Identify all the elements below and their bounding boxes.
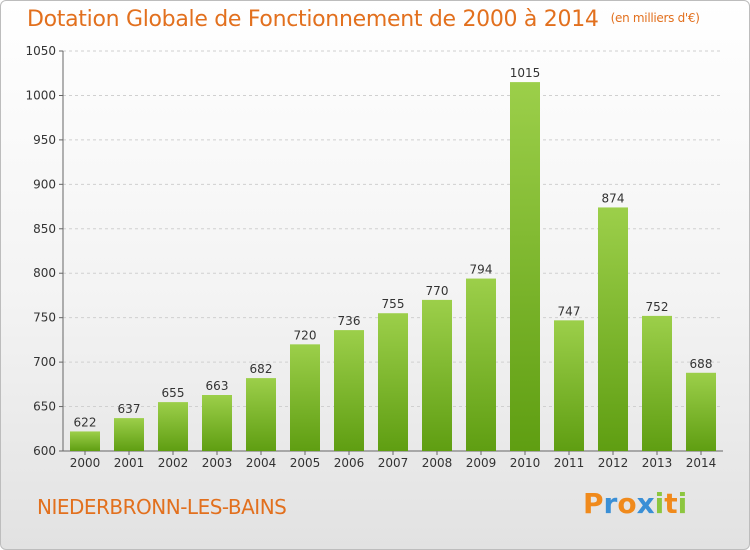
chart-title: Dotation Globale de Fonctionnement de 20… (27, 7, 700, 32)
axes: 600 650 700 750 800 850 900 950 1000 1050 2000 2001… (25, 44, 723, 470)
logo-letter: o (617, 487, 637, 520)
data-label: 682 (250, 362, 273, 376)
chart-title-text: Dotation Globale de Fonctionnement de 20… (27, 7, 599, 32)
data-label: 637 (118, 402, 141, 416)
data-label: 688 (690, 357, 713, 371)
bar-2000 (70, 431, 100, 451)
x-tick-label: 2002 (158, 456, 189, 470)
bar-2010 (510, 82, 540, 451)
data-label: 874 (602, 191, 625, 205)
x-tick-label: 2014 (686, 456, 717, 470)
bar-2005 (290, 344, 320, 451)
y-tick-label: 700 (33, 355, 56, 369)
y-tick-label: 800 (33, 266, 56, 280)
data-labels: 622 637 655 663 682 720 736 755 770 794 1015 747 874… (74, 66, 713, 429)
y-tick-label: 950 (33, 133, 56, 147)
y-tick-label: 600 (33, 444, 56, 458)
unit-label: (en milliers d'€) (610, 11, 700, 25)
bar-2002 (158, 402, 188, 451)
x-tick-label: 2010 (510, 456, 541, 470)
bar-2014 (686, 372, 716, 451)
logo-letter: P (583, 487, 604, 520)
x-tick-label: 2013 (642, 456, 673, 470)
bar-2007 (378, 313, 408, 451)
bar-2008 (422, 299, 452, 451)
data-label: 622 (74, 415, 97, 429)
bar-2004 (246, 378, 276, 451)
data-label: 663 (206, 379, 229, 393)
logo-letter: i (677, 487, 688, 520)
logo-letter: r (603, 487, 618, 520)
y-tick-label: 850 (33, 222, 56, 236)
data-label: 655 (162, 386, 185, 400)
bars (70, 82, 716, 451)
bar-2003 (202, 395, 232, 451)
x-tick-label: 2006 (334, 456, 365, 470)
proxiti-logo: Proxiti (583, 487, 687, 520)
data-label: 755 (382, 297, 405, 311)
x-tick-label: 2004 (246, 456, 277, 470)
data-label: 752 (646, 300, 669, 314)
x-tick-label: 2012 (598, 456, 629, 470)
data-label: 794 (470, 263, 493, 277)
x-tick-label: 2001 (114, 456, 145, 470)
y-tick-label: 750 (33, 311, 56, 325)
logo-letter: i (654, 487, 665, 520)
x-tick-label: 2003 (202, 456, 233, 470)
bar-2011 (554, 320, 584, 451)
data-label: 770 (426, 284, 449, 298)
bar-2012 (598, 207, 628, 451)
x-tick-label: 2008 (422, 456, 453, 470)
bar-2013 (642, 315, 672, 451)
y-tick-label: 900 (33, 177, 56, 191)
logo-letter: x (636, 487, 655, 520)
data-label: 736 (338, 314, 361, 328)
bar-2006 (334, 330, 364, 451)
commune-name: NIEDERBRONN-LES-BAINS (37, 495, 287, 519)
y-tick-label: 650 (33, 400, 56, 414)
data-label: 747 (558, 304, 581, 318)
x-tick-label: 2011 (554, 456, 585, 470)
y-tick-label: 1000 (25, 88, 56, 102)
x-tick-label: 2007 (378, 456, 409, 470)
x-tick-label: 2000 (70, 456, 101, 470)
data-label: 720 (294, 328, 317, 342)
bar-2001 (114, 418, 144, 451)
y-tick-label: 1050 (25, 44, 56, 58)
data-label: 1015 (510, 66, 541, 80)
x-tick-label: 2005 (290, 456, 321, 470)
logo-letter: t (664, 487, 678, 520)
x-tick-label: 2009 (466, 456, 497, 470)
bar-2009 (466, 278, 496, 451)
